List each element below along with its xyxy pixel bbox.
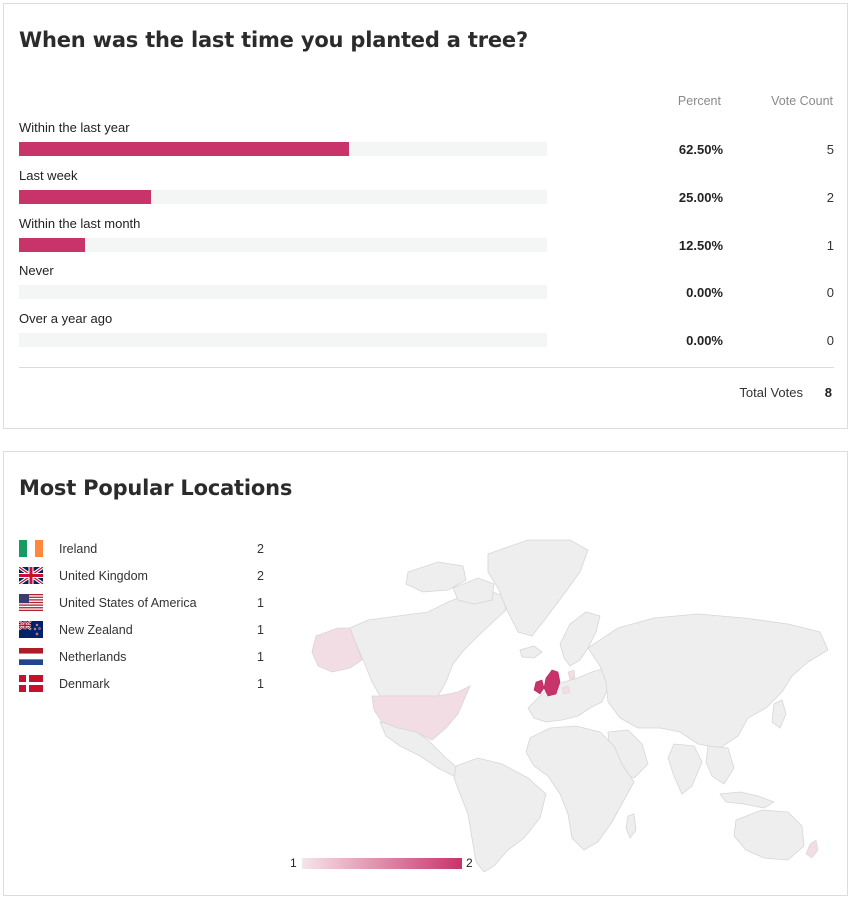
scandinavia-region — [559, 611, 601, 667]
ireland-flag-icon — [19, 540, 43, 557]
answer-bar-fill — [19, 142, 349, 156]
denmark-region — [567, 669, 576, 681]
location-row: Netherlands 1 — [19, 647, 264, 667]
answer-label: Over a year ago — [19, 311, 113, 326]
world-map — [311, 539, 829, 872]
answer-label: Within the last month — [19, 216, 141, 231]
answer-row: Over a year ago 0.00% 0 — [19, 311, 834, 359]
arctic-islands-region — [405, 561, 467, 593]
poll-results-card: When was the last time you planted a tre… — [3, 3, 848, 429]
uk-region — [543, 669, 561, 697]
location-row: New Zealand 1 — [19, 620, 264, 640]
new-zealand-flag-icon — [19, 621, 43, 638]
uk-flag-icon — [19, 567, 43, 584]
answer-bar-fill — [19, 190, 151, 204]
europe-region — [527, 667, 609, 723]
answer-percent: 12.50% — [678, 238, 723, 253]
netherlands-flag-icon — [19, 648, 43, 665]
location-name: United Kingdom — [59, 569, 148, 583]
poll-question-title: When was the last time you planted a tre… — [19, 28, 528, 52]
answer-vote-count: 5 — [826, 142, 834, 157]
answer-label: Within the last year — [19, 120, 130, 135]
india-region — [667, 743, 703, 795]
answer-row: Within the last year 62.50% 5 — [19, 120, 834, 168]
location-name: United States of America — [59, 596, 197, 610]
japan-region — [771, 699, 787, 729]
location-row: Ireland 2 — [19, 539, 264, 559]
australia-region — [733, 809, 805, 861]
answer-vote-count: 2 — [826, 190, 834, 205]
location-name: Ireland — [59, 542, 98, 556]
legend-max-value: 2 — [466, 856, 473, 870]
iceland-region — [519, 645, 543, 659]
vote-count-column-header: Vote Count — [771, 94, 833, 108]
answer-vote-count: 0 — [826, 333, 834, 348]
location-name: Denmark — [59, 677, 110, 691]
netherlands-region — [561, 685, 571, 695]
location-count: 2 — [257, 542, 264, 556]
location-count: 1 — [257, 650, 264, 664]
denmark-flag-icon — [19, 675, 43, 692]
usa-flag-icon — [19, 594, 43, 611]
southeast-asia-region — [705, 745, 735, 785]
baffin-region — [452, 577, 495, 605]
new-zealand-region — [805, 839, 819, 859]
total-votes-label: Total Votes — [739, 385, 803, 400]
location-row: United Kingdom 2 — [19, 566, 264, 586]
answer-bar-track — [19, 238, 547, 252]
location-count: 1 — [257, 596, 264, 610]
usa-region — [371, 685, 471, 741]
location-row: United States of America 1 — [19, 593, 264, 613]
legend-min-value: 1 — [290, 856, 297, 870]
answer-bar-track — [19, 142, 547, 156]
ireland-region — [533, 679, 545, 695]
answer-bar-track — [19, 333, 547, 347]
answer-label: Last week — [19, 168, 78, 183]
answer-percent: 62.50% — [678, 142, 723, 157]
percent-column-header: Percent — [677, 94, 721, 108]
location-row: Denmark 1 — [19, 674, 264, 694]
answer-bar-track — [19, 285, 547, 299]
answer-bar-fill — [19, 238, 85, 252]
answer-row: Never 0.00% 0 — [19, 263, 834, 311]
answer-vote-count: 0 — [826, 285, 834, 300]
answer-row: Last week 25.00% 2 — [19, 168, 834, 216]
location-count: 1 — [257, 623, 264, 637]
total-votes-value: 8 — [824, 385, 832, 400]
alaska-region — [311, 627, 363, 673]
answer-percent: 0.00% — [686, 285, 723, 300]
answer-row: Within the last month 12.50% 1 — [19, 216, 834, 264]
canada-region — [349, 589, 507, 697]
greenland-region — [487, 539, 589, 637]
asia-region — [587, 613, 829, 749]
answer-percent: 25.00% — [678, 190, 723, 205]
locations-title: Most Popular Locations — [19, 476, 293, 500]
indonesia-region — [719, 791, 775, 809]
location-count: 2 — [257, 569, 264, 583]
africa-region — [525, 725, 635, 851]
answer-label: Never — [19, 263, 54, 278]
answer-percent: 0.00% — [686, 333, 723, 348]
answer-vote-count: 1 — [826, 238, 834, 253]
south-america-region — [453, 757, 547, 872]
divider — [19, 367, 834, 368]
madagascar-region — [625, 813, 637, 839]
answer-bar-track — [19, 190, 547, 204]
location-count: 1 — [257, 677, 264, 691]
location-name: New Zealand — [59, 623, 133, 637]
location-name: Netherlands — [59, 650, 127, 664]
legend-gradient-bar — [302, 858, 462, 869]
